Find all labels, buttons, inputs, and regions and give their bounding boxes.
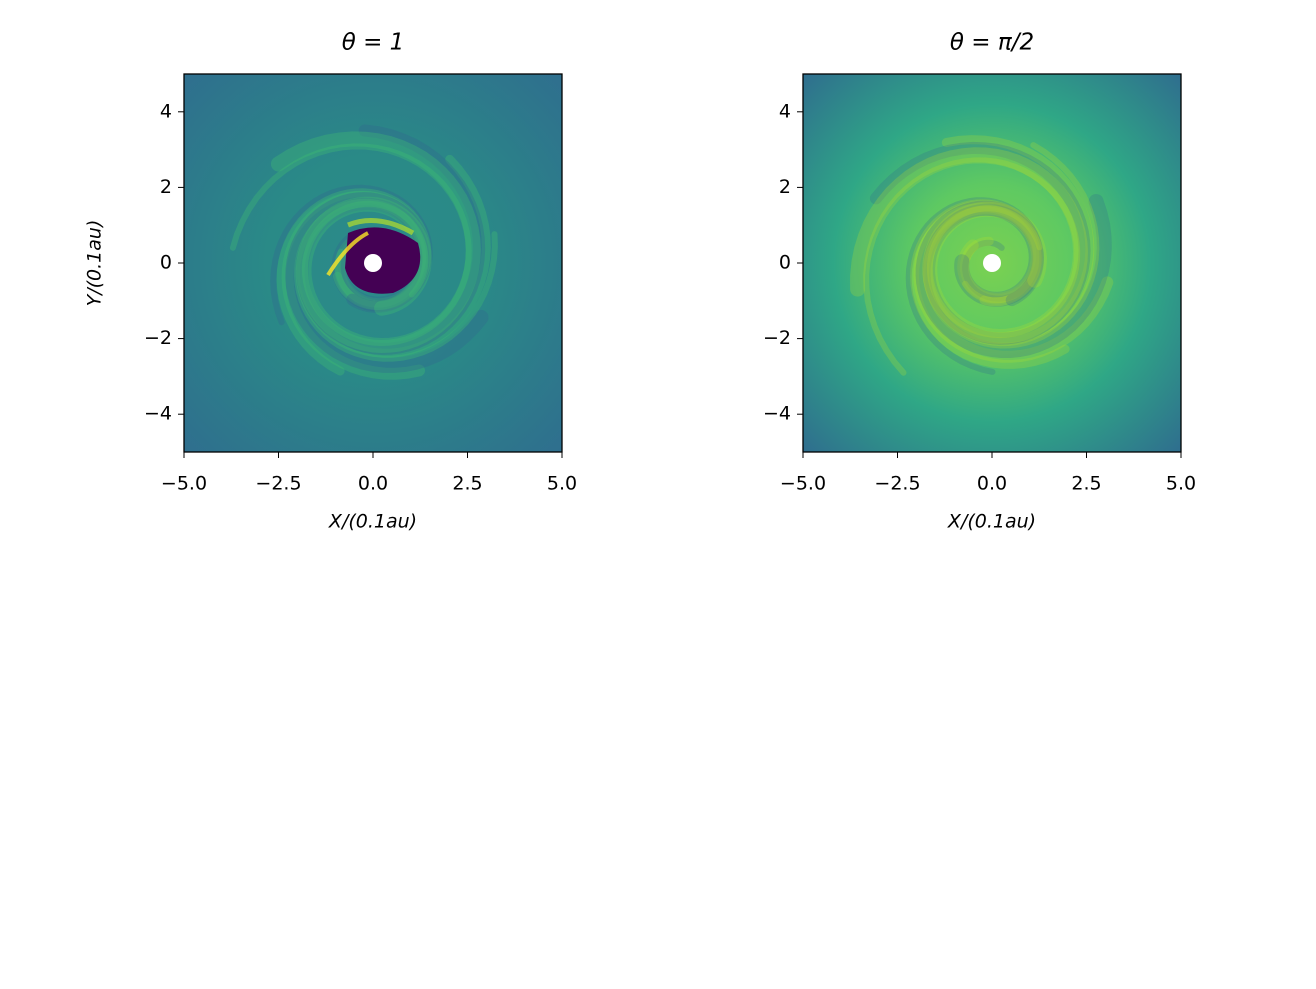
y-tick-label: 2 bbox=[779, 176, 791, 198]
y-tick-label: 4 bbox=[160, 100, 172, 122]
swirl bbox=[869, 141, 1091, 345]
heatmap bbox=[184, 74, 562, 452]
x-axis-label: X/(0.1au) bbox=[947, 511, 1036, 533]
y-axis-label: Y/(0.1au) bbox=[84, 220, 106, 307]
x-tick-label: −2.5 bbox=[874, 473, 920, 495]
swirl bbox=[270, 131, 481, 354]
x-tick-label: 0.0 bbox=[358, 473, 388, 495]
y-tick-label: −4 bbox=[144, 403, 172, 425]
streak bbox=[347, 218, 415, 236]
x-tick-label: −5.0 bbox=[780, 473, 826, 495]
x-tick-label: 0.0 bbox=[977, 473, 1007, 495]
y-tick-label: 0 bbox=[160, 252, 172, 274]
y-tick-label: −2 bbox=[763, 327, 791, 349]
x-tick-label: 2.5 bbox=[452, 473, 482, 495]
central-star bbox=[983, 254, 1001, 272]
y-tick-label: 4 bbox=[779, 100, 791, 122]
y-tick-label: −2 bbox=[144, 327, 172, 349]
streak bbox=[326, 231, 369, 277]
x-tick-label: 2.5 bbox=[1071, 473, 1101, 495]
swirl bbox=[295, 154, 491, 358]
swirl bbox=[905, 197, 1043, 375]
x-tick-label: −5.0 bbox=[161, 473, 207, 495]
swirl bbox=[229, 143, 472, 347]
swirl bbox=[922, 142, 1100, 349]
x-axis-label: X/(0.1au) bbox=[328, 511, 417, 533]
central-star bbox=[364, 254, 382, 272]
swirl bbox=[293, 198, 498, 362]
x-tick-label: 5.0 bbox=[547, 473, 577, 495]
swirl bbox=[915, 194, 1112, 358]
y-tick-label: 2 bbox=[160, 176, 172, 198]
swirl bbox=[296, 124, 486, 355]
core-region bbox=[345, 227, 421, 294]
panel-title: θ = π/2 bbox=[950, 30, 1034, 56]
swirl bbox=[281, 190, 431, 380]
x-tick-label: −2.5 bbox=[255, 473, 301, 495]
y-tick-label: 0 bbox=[779, 252, 791, 274]
panel-title: θ = 1 bbox=[342, 30, 405, 56]
swirl bbox=[863, 157, 1081, 376]
heatmap bbox=[803, 74, 1181, 452]
x-tick-label: 5.0 bbox=[1166, 473, 1196, 495]
swirl bbox=[913, 200, 1114, 363]
swirl bbox=[910, 199, 1070, 369]
swirl bbox=[850, 147, 1088, 345]
swirl bbox=[285, 192, 489, 373]
swirl bbox=[923, 135, 1095, 347]
y-tick-label: −4 bbox=[763, 403, 791, 425]
